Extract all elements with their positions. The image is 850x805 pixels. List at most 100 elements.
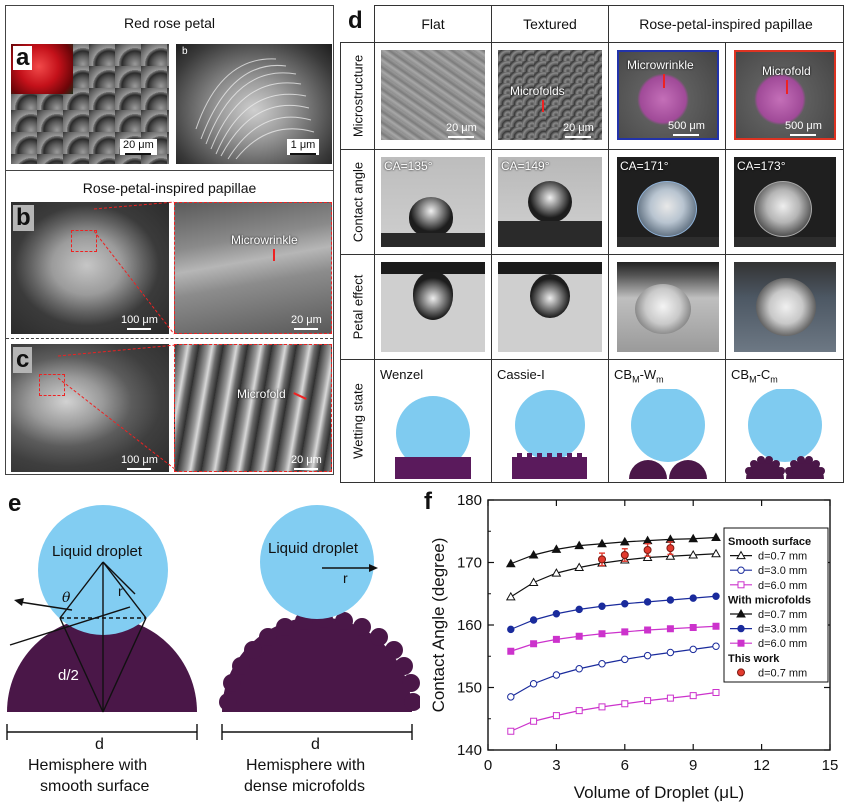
legend-marker — [737, 566, 745, 574]
data-point — [575, 632, 583, 640]
legend-marker — [737, 624, 745, 633]
series-line-0 — [510, 553, 717, 598]
droplet-shape — [409, 197, 453, 237]
data-point — [598, 703, 606, 711]
substrate — [734, 237, 836, 247]
data-point — [552, 635, 560, 643]
micro-flat-image — [381, 50, 485, 140]
panel-a-scalebar-2: 1 μm — [287, 139, 319, 155]
data-point — [507, 647, 515, 655]
droplet-circle — [631, 389, 705, 462]
data-point — [711, 548, 721, 558]
microfold-arrow — [293, 392, 307, 400]
scale-text: 1 μm — [290, 139, 316, 151]
legend-label: d=0.7 mm — [758, 667, 807, 679]
microfolds-label: Microfolds — [510, 84, 565, 98]
data-point — [551, 544, 562, 553]
row-header-contact-angle: Contact angle — [340, 149, 375, 255]
data-point — [598, 630, 606, 638]
x-tick-label: 3 — [552, 757, 560, 774]
data-point — [507, 727, 515, 735]
micro-flat-scalebar: 20 μm — [443, 122, 480, 138]
ca-papillae-2-image: CA=173° — [734, 157, 836, 247]
data-point — [575, 605, 583, 614]
tangent-arrowhead — [14, 598, 24, 606]
data-point — [711, 532, 721, 541]
substrate — [381, 262, 485, 274]
panel-e-diagram — [6, 505, 420, 740]
smooth-hemisphere — [7, 617, 197, 712]
data-point — [505, 558, 516, 568]
legend-marker — [737, 581, 745, 589]
d-label-right: d — [311, 736, 320, 753]
zoom-box — [71, 230, 97, 252]
droplet-shape — [528, 181, 572, 223]
micro-papillae-scalebar-2: 500 μm — [782, 120, 825, 136]
data-point — [689, 594, 697, 602]
row-header-microstructure: Microstructure — [340, 42, 375, 150]
col-header-papillae: Rose-petal-inspired papillae — [608, 5, 844, 43]
data-point — [643, 598, 652, 606]
data-point — [505, 591, 516, 601]
data-point — [665, 551, 676, 560]
data-point — [666, 596, 675, 604]
wetting-wenzel-label: Wenzel — [380, 367, 424, 382]
label-part: CB — [731, 367, 750, 382]
label-part: -C — [756, 367, 771, 382]
data-point — [507, 693, 515, 701]
data-point — [552, 610, 561, 618]
legend-marker — [737, 639, 745, 647]
y-tick-label: 140 — [457, 742, 482, 759]
radius-label-left: r — [118, 583, 123, 599]
data-point — [666, 625, 674, 633]
panel-f-letter: f — [424, 488, 432, 515]
caption-right-line1: Hemisphere with — [246, 757, 366, 774]
label-sub: M — [632, 374, 640, 385]
data-point — [712, 689, 720, 696]
panel-d: d Flat Textured Rose-petal-inspired papi… — [340, 5, 846, 483]
data-point — [643, 651, 652, 660]
papilla — [629, 460, 667, 479]
this-work-point — [666, 544, 675, 553]
label-sub: M — [749, 374, 757, 385]
panel-divider-2 — [6, 338, 333, 339]
caption-left-line1: Hemisphere with — [28, 757, 148, 774]
row-label: Microstructure — [350, 54, 365, 138]
data-point — [644, 626, 652, 634]
legend-heading: With microfolds — [728, 594, 811, 606]
wetting-cbm-wm-label: CBM-Wm — [614, 367, 664, 385]
ca-textured-image: CA=149° — [498, 157, 602, 247]
label-part: -W — [639, 367, 657, 382]
petal-papillae-1-image — [617, 262, 719, 352]
substrate — [395, 457, 471, 479]
theta-label: θ — [62, 590, 71, 606]
legend-marker — [736, 608, 746, 618]
this-work-point — [598, 555, 606, 564]
series-line-1 — [510, 645, 717, 698]
data-point — [529, 680, 538, 688]
x-tick-label: 6 — [621, 757, 629, 774]
panel-b-zoom-image: Microwrinkle — [174, 202, 332, 334]
data-point — [621, 600, 629, 608]
y-tick-label: 170 — [457, 555, 482, 572]
x-tick-label: 9 — [689, 757, 697, 774]
micro-textured-scalebar: 20 μm — [560, 122, 597, 138]
microfolds-arrow — [542, 100, 544, 112]
scale-text: 20 μm — [446, 122, 477, 134]
tangent-line-1 — [9, 606, 131, 646]
droplet-circle — [396, 396, 470, 470]
panel-a-image — [11, 44, 169, 164]
droplet-shape — [635, 284, 691, 334]
data-point — [598, 660, 606, 668]
microwrinkle-arrow — [273, 249, 275, 261]
label-sub: m — [656, 374, 664, 385]
panel-a-scalebar-1: 20 μm — [120, 139, 157, 155]
substrate — [498, 221, 602, 247]
legend-marker — [736, 550, 746, 560]
radius-arrowhead — [369, 564, 378, 572]
label-part: CB — [614, 367, 633, 382]
data-point — [575, 707, 583, 715]
wetting-wenzel-diagram — [395, 396, 471, 479]
row-header-wetting-state: Wetting state — [340, 359, 375, 483]
x-tick-label: 15 — [822, 757, 839, 774]
